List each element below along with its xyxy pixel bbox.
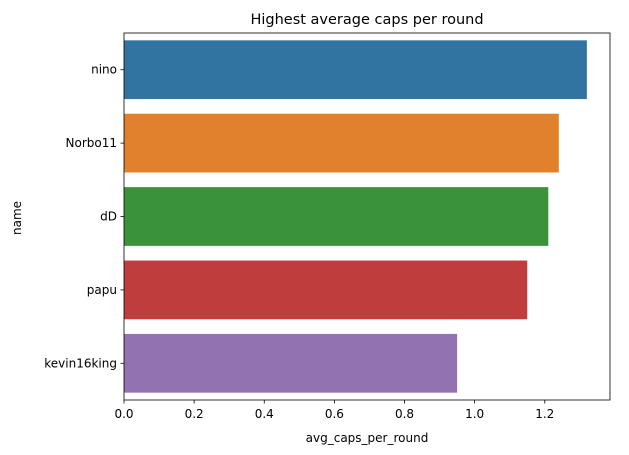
x-tick-label: 0.0 <box>114 407 133 421</box>
bar-nino <box>124 40 587 100</box>
bar-papu <box>124 260 528 320</box>
y-tick-label: papu <box>87 283 117 297</box>
bars-group <box>124 40 587 393</box>
chart-title: Highest average caps per round <box>250 12 483 28</box>
bar-Norbo11 <box>124 113 559 173</box>
x-axis-label: avg_caps_per_round <box>306 431 429 445</box>
axes-frame <box>123 32 611 401</box>
x-tick-label: 0.4 <box>255 407 274 421</box>
x-tick-label: 0.2 <box>185 407 204 421</box>
x-tick-label: 0.6 <box>325 407 344 421</box>
y-tick-label: kevin16king <box>44 356 117 370</box>
x-tick-label: 0.8 <box>395 407 414 421</box>
y-tick-label: dD <box>100 210 117 224</box>
y-tick-label: nino <box>91 63 117 77</box>
y-tick-label: Norbo11 <box>66 136 117 150</box>
y-axis-ticks: nino Norbo11 dD papu kevin16king <box>44 63 124 370</box>
bar-kevin16king <box>124 333 458 393</box>
x-tick-label: 1.0 <box>465 407 484 421</box>
x-tick-label: 1.2 <box>535 407 554 421</box>
bar-dD <box>124 187 549 246</box>
x-axis-ticks: 0.0 0.2 0.4 0.6 0.8 1.0 1.2 <box>114 400 554 421</box>
y-axis-label: name <box>10 201 24 235</box>
